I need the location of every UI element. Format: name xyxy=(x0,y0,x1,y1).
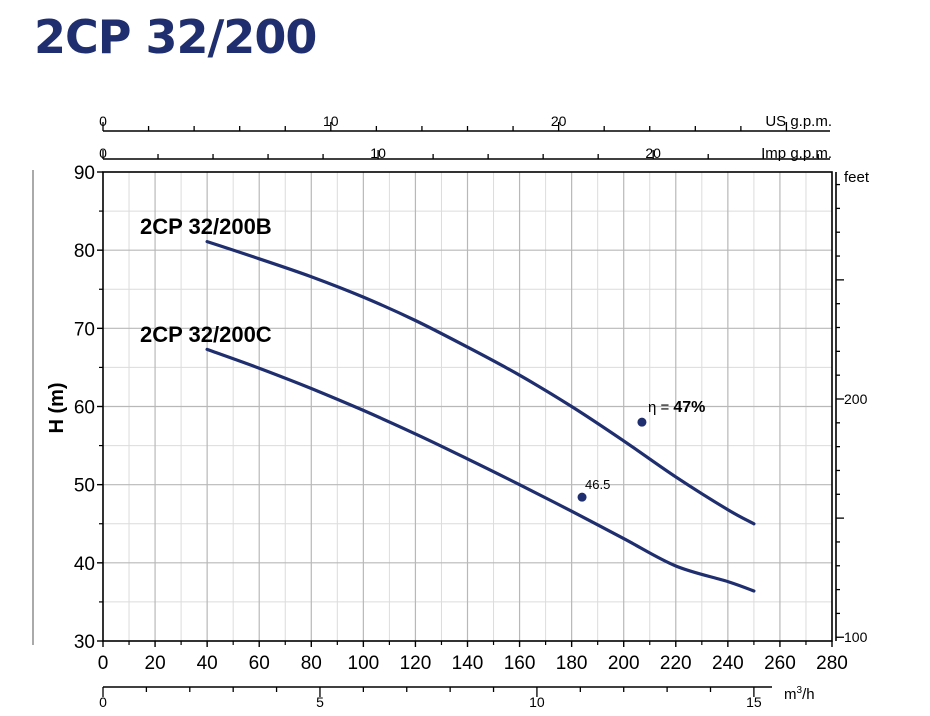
m3h-label-sup: 3 xyxy=(797,685,803,696)
efficiency-point xyxy=(577,492,587,502)
secondary-tick-label: 20 xyxy=(551,113,567,129)
feet-tick-label: 200 xyxy=(844,391,868,407)
series-line-c xyxy=(205,347,756,593)
m3h-tick-label: 5 xyxy=(316,694,324,710)
secondary-tick-label: 20 xyxy=(645,145,661,161)
m3h-label-main: m xyxy=(784,686,797,703)
chart-title: 2CP 32/200 xyxy=(34,10,317,64)
y-axis-label: H (m) xyxy=(46,382,68,433)
x-tick-label: 40 xyxy=(197,653,218,674)
x-tick-label: 160 xyxy=(504,653,536,674)
feet-tick-label: 100 xyxy=(844,629,868,645)
efficiency-value: 47% xyxy=(673,399,705,416)
m3h-label-end: /h xyxy=(802,686,815,703)
x-tick-label: 260 xyxy=(764,653,796,674)
x-tick-label: 0 xyxy=(98,653,109,674)
imp-gpm-label: Imp g.p.m. xyxy=(761,145,832,162)
x-tick-label: 100 xyxy=(348,653,380,674)
m3h-label: m3/h xyxy=(784,685,815,703)
secondary-tick-label: 10 xyxy=(323,113,339,129)
m3h-tick-label: 15 xyxy=(746,694,762,710)
series-label: 2CP 32/200B xyxy=(140,214,272,239)
series-label: 2CP 32/200C xyxy=(140,322,272,347)
y-tick-label: 60 xyxy=(74,398,95,419)
y-tick-label: 80 xyxy=(74,241,95,262)
feet-label: feet xyxy=(844,169,870,186)
annotations: η = 47% 46.5 xyxy=(577,399,705,502)
y-tick-label: 50 xyxy=(74,476,95,497)
y-tick-label: 70 xyxy=(74,319,95,340)
secondary-tick-label: 0 xyxy=(99,145,107,161)
x-tick-label: 240 xyxy=(712,653,744,674)
m3h-tick-label: 0 xyxy=(99,694,107,710)
x-tick-label: 200 xyxy=(608,653,640,674)
series-line-b xyxy=(205,240,756,526)
x-tick-label: 280 xyxy=(816,653,848,674)
efficiency-label: 46.5 xyxy=(585,477,610,492)
x-tick-label: 120 xyxy=(400,653,432,674)
x-axis-ticks: 0 20 40 60 80 100 120 140 160 180 200 220 240 260 280 xyxy=(98,641,848,674)
efficiency-label: η = 47% xyxy=(648,399,705,416)
secondary-axes: 0 10 20 US g.p.m. 0 10 20 Imp g.p.m. 0 5 10 15 m3/h 1… xyxy=(99,113,870,710)
x-tick-label: 180 xyxy=(556,653,588,674)
y-tick-label: 30 xyxy=(74,632,95,653)
y-tick-label: 90 xyxy=(74,163,95,184)
x-tick-label: 220 xyxy=(660,653,692,674)
x-tick-label: 140 xyxy=(452,653,484,674)
efficiency-prefix: η = xyxy=(648,399,673,416)
x-tick-label: 20 xyxy=(145,653,166,674)
secondary-tick-label: 10 xyxy=(370,145,386,161)
us-gpm-label: US g.p.m. xyxy=(765,113,832,130)
y-axis-ticks: 30 40 50 60 70 80 90 xyxy=(74,163,103,653)
x-tick-label: 80 xyxy=(301,653,322,674)
m3h-tick-label: 10 xyxy=(529,694,545,710)
curves: 2CP 32/200B 2CP 32/200C xyxy=(140,214,756,593)
efficiency-point xyxy=(637,417,647,427)
secondary-tick-label: 0 xyxy=(99,113,107,129)
y-tick-label: 40 xyxy=(74,554,95,575)
x-tick-label: 60 xyxy=(249,653,270,674)
major-grid xyxy=(103,172,832,641)
